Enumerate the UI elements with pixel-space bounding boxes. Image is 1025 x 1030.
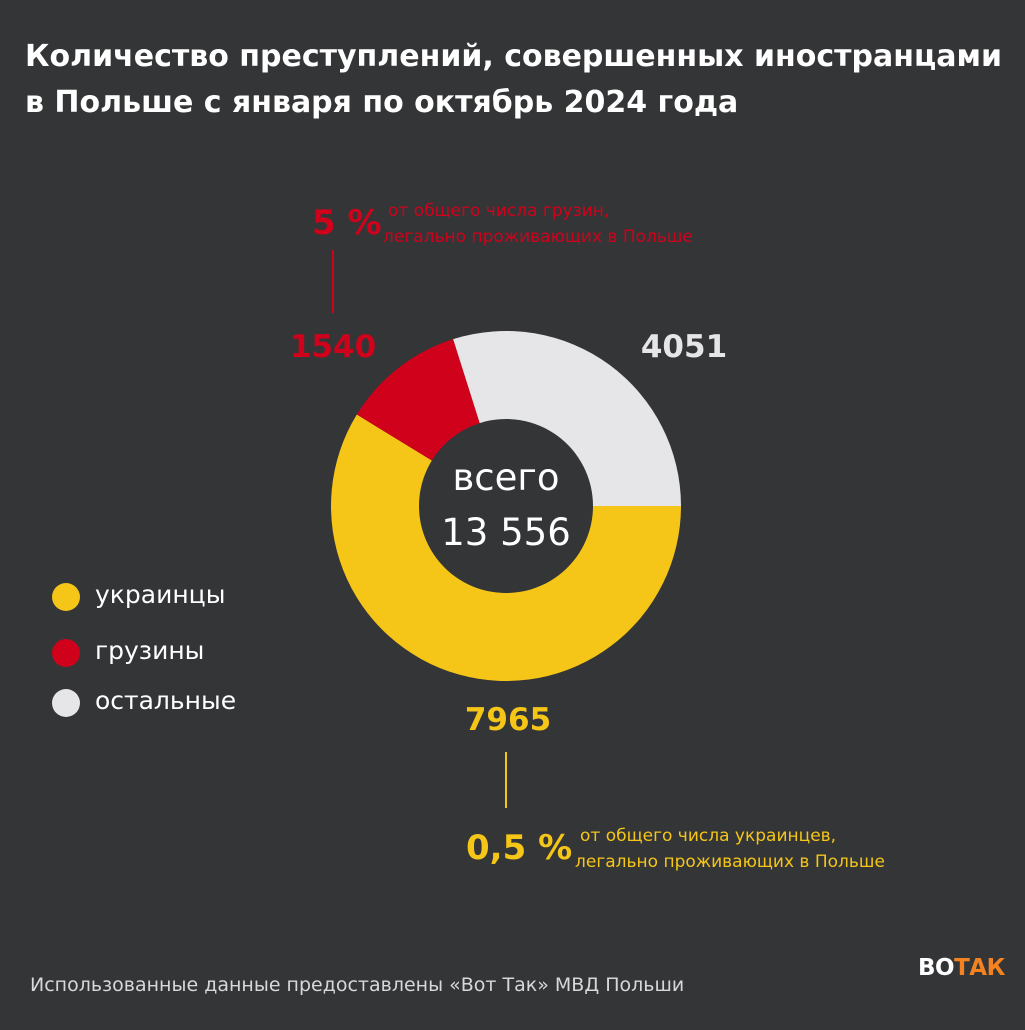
legend-swatch-others	[52, 689, 80, 717]
donut-slices	[330, 331, 681, 681]
legend-swatch-ukrainians	[52, 583, 80, 611]
center-label: всего	[453, 456, 560, 499]
georgians-note-line-1: от общего числа грузин,	[388, 201, 610, 221]
georgians-note-percent: 5 %	[312, 203, 382, 243]
ukrainians-note-line-2: легально проживающих в Польше	[575, 852, 885, 872]
legend-label-georgians: грузины	[95, 636, 205, 665]
brand-logo-part-1: ВО	[918, 955, 955, 981]
slice-georgians	[356, 339, 480, 461]
ukrainians-note-percent: 0,5 %	[466, 828, 573, 868]
chart-title: Количество преступлений, совершенных ино…	[25, 34, 1015, 126]
brand-logo: ВОТАК	[918, 955, 1005, 981]
legend-label-ukrainians: украинцы	[95, 580, 226, 609]
georgians-note-line-2: легально проживающих в Польше	[383, 227, 693, 247]
value-label-ukrainians: 7965	[465, 702, 551, 738]
value-label-others: 4051	[641, 329, 727, 365]
ukrainians-note-line-1: от общего числа украинцев,	[580, 826, 837, 846]
center-total: 13 556	[441, 511, 570, 554]
value-label-georgians: 1540	[290, 329, 376, 365]
source-note: Использованные данные предоставлены «Вот…	[30, 974, 685, 996]
legend-label-others: остальные	[95, 686, 237, 715]
chart-title-line-2: в Польше с января по октябрь 2024 года	[25, 85, 739, 120]
slice-others	[453, 331, 681, 506]
chart-title-line-1: Количество преступлений, совершенных ино…	[25, 39, 1002, 74]
legend-swatch-georgians	[52, 639, 80, 667]
brand-logo-part-2: ТАК	[954, 955, 1005, 981]
slice-ukrainians	[330, 414, 681, 681]
